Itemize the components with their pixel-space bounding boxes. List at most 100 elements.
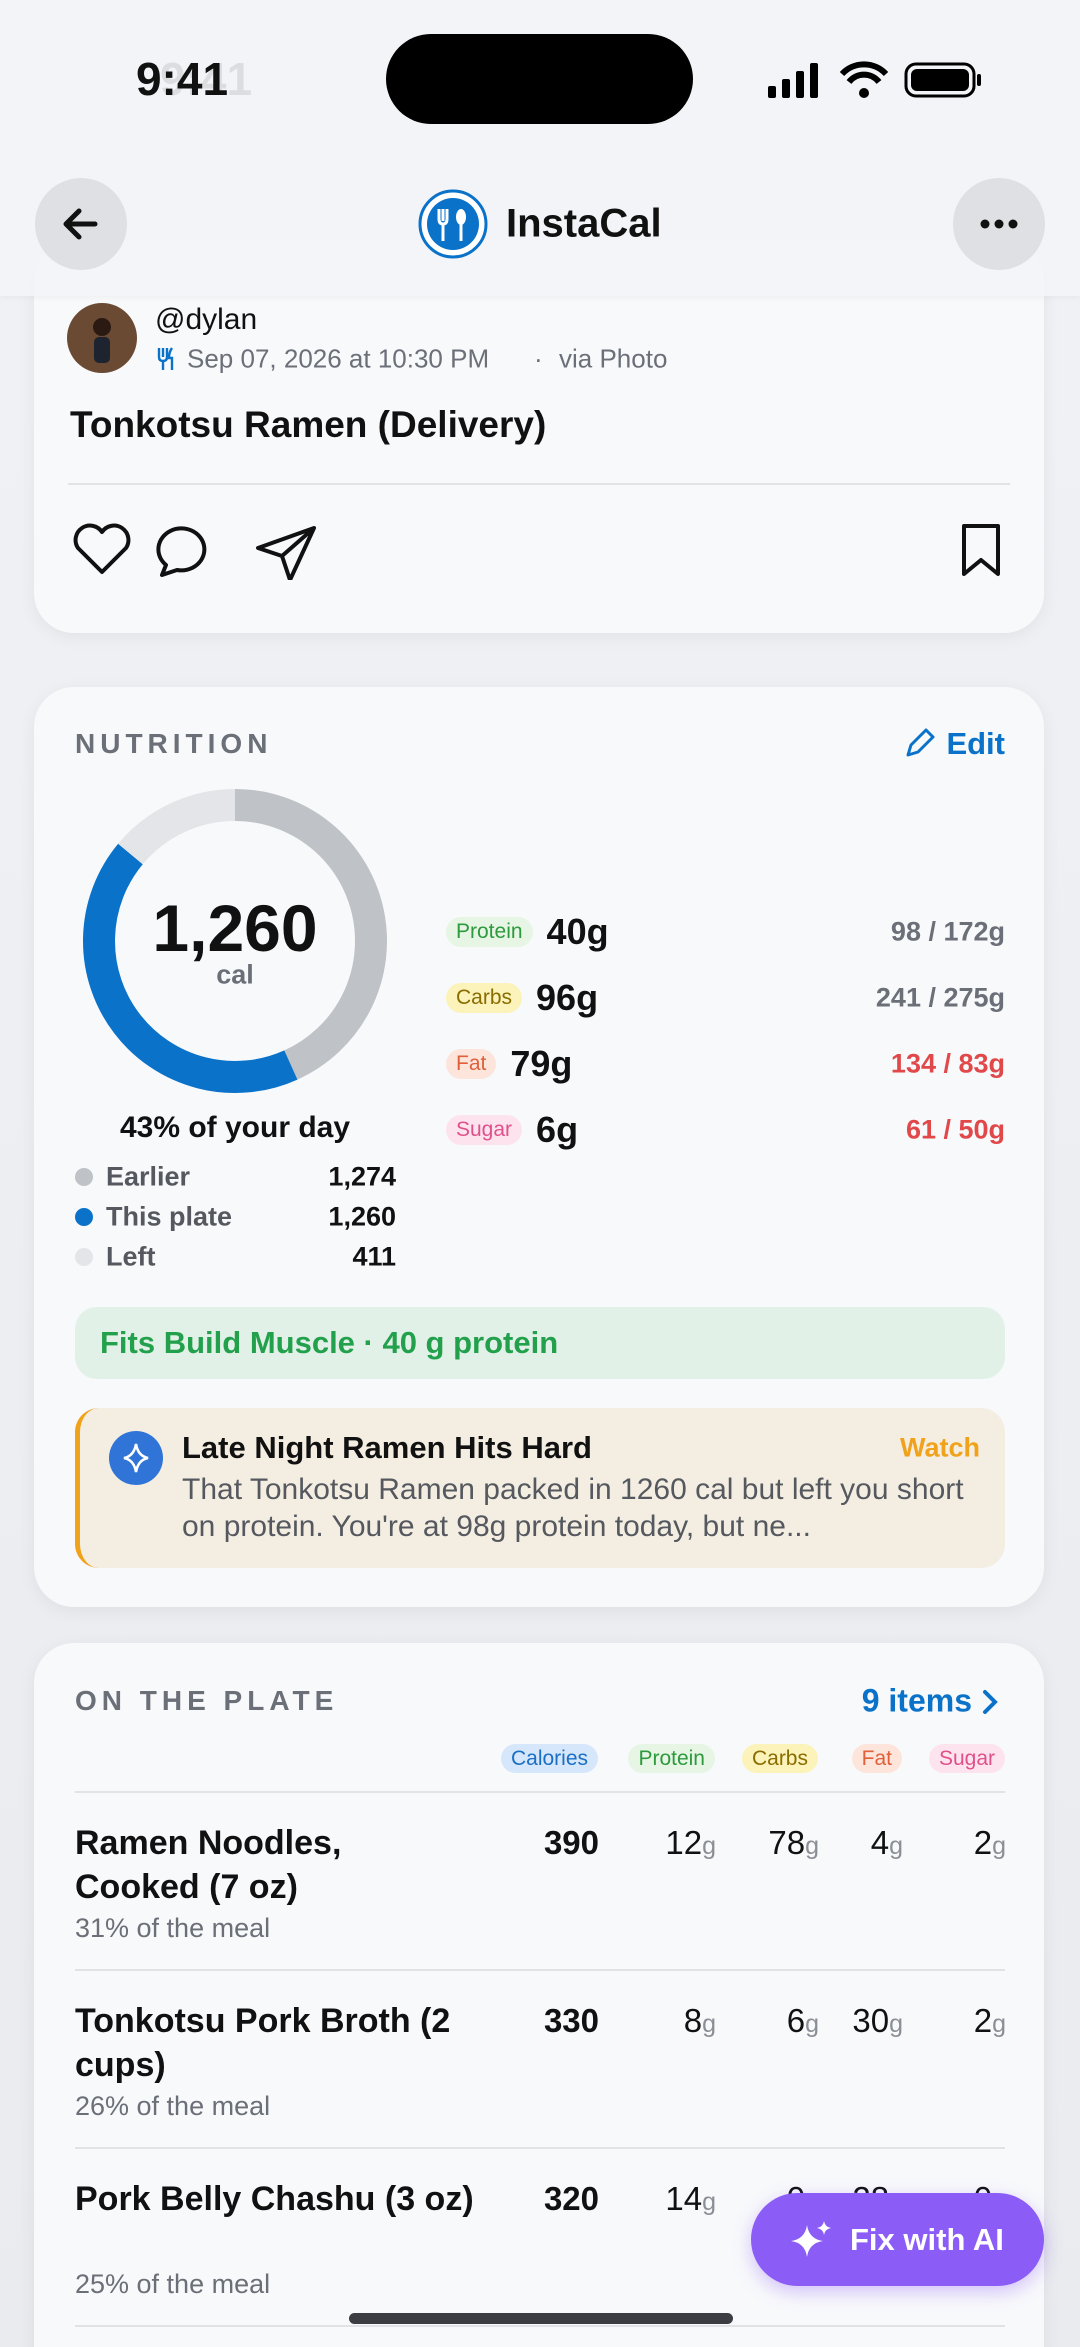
- item-value: 14g: [665, 2177, 716, 2224]
- meal-icon: [157, 347, 174, 370]
- post-title: Tonkotsu Ramen (Delivery): [70, 404, 547, 445]
- macro-progress: 61 / 50g: [905, 1114, 1005, 1145]
- item-share: 25% of the meal: [75, 2269, 271, 2299]
- insight-tag: Watch: [900, 1432, 980, 1463]
- insight-text: That Tonkotsu Ramen packed in 1260 cal b…: [182, 1473, 964, 1543]
- item-name: Tonkotsu Pork Broth (2 cups): [75, 2002, 451, 2084]
- divider: [75, 2325, 1005, 2327]
- macro-row: Fat 79g: [446, 1043, 572, 1085]
- value-number: 12: [665, 1824, 703, 1861]
- macro-row: Carbs 96g: [446, 977, 598, 1019]
- divider: [75, 1791, 1005, 1793]
- macro-progress: 241 / 275g: [875, 982, 1005, 1013]
- macro-amount: 96g: [536, 977, 599, 1018]
- items-link[interactable]: 9 items: [861, 1682, 972, 1719]
- back-button[interactable]: [35, 178, 127, 270]
- calorie-unit: cal: [216, 959, 254, 990]
- macro-amount: 6g: [536, 1109, 579, 1150]
- calorie-total: 1,260: [152, 891, 318, 965]
- like-button[interactable]: [73, 523, 131, 574]
- item-value: 12g: [665, 1821, 716, 1868]
- macro-pill: Sugar: [446, 1115, 523, 1145]
- value-number: 320: [543, 2180, 599, 2217]
- value-unit: g: [889, 1832, 903, 1860]
- post-date: Sep 07, 2026 at 10:30 PM: [187, 343, 490, 374]
- value-number: 330: [543, 2002, 599, 2039]
- app-logo: [418, 189, 488, 259]
- column-header: Sugar: [928, 1744, 1005, 1773]
- avatar[interactable]: [67, 303, 137, 373]
- macro-row: Protein 40g: [446, 911, 609, 953]
- separator: ·: [534, 343, 543, 374]
- dynamic-island: [386, 34, 693, 124]
- section-label: NUTRITION: [75, 728, 273, 759]
- fix-ai-label: Fix with AI: [850, 2222, 1004, 2257]
- macro-progress: 98 / 172g: [890, 916, 1005, 947]
- item-value: 320: [544, 2177, 599, 2221]
- column-pill: Fat: [851, 1744, 902, 1773]
- item-value: 2g: [974, 1821, 1006, 1868]
- insight-card[interactable]: Late Night Ramen Hits Hard Watch That To…: [75, 1408, 1005, 1568]
- status-icons: [768, 61, 981, 98]
- column-pill: Carbs: [741, 1744, 818, 1773]
- calorie-donut: [83, 789, 387, 1093]
- macro-progress: 134 / 83g: [890, 1048, 1005, 1079]
- insight-title: Late Night Ramen Hits Hard: [182, 1430, 592, 1465]
- edit-icon[interactable]: [902, 727, 936, 761]
- fix-ai-button[interactable]: Fix with AI: [751, 2193, 1044, 2286]
- value-number: 4: [870, 1824, 890, 1861]
- macro-pill: Fat: [446, 1049, 497, 1079]
- macro-amount: 79g: [510, 1043, 573, 1084]
- value-number: 2: [973, 1824, 993, 1861]
- value-number: 8: [683, 2002, 703, 2039]
- status-time: 9:41: [135, 53, 229, 105]
- insight-icon: [109, 1431, 163, 1485]
- home-indicator: [349, 2313, 733, 2324]
- macro-pill: Protein: [446, 917, 533, 947]
- value-unit: g: [889, 2010, 903, 2038]
- donut-segment: [83, 843, 298, 1093]
- column-pill: Sugar: [928, 1744, 1005, 1773]
- value-unit: g: [702, 1832, 716, 1860]
- bookmark-button[interactable]: [962, 524, 1000, 576]
- more-button[interactable]: [953, 178, 1045, 270]
- donut-segment: [118, 789, 236, 865]
- value-number: 14: [665, 2180, 703, 2217]
- item-value: 30g: [852, 1999, 903, 2046]
- value-number: 78: [768, 1824, 806, 1861]
- edit-button[interactable]: Edit: [946, 726, 1005, 761]
- item-value: 6g: [787, 1999, 819, 2046]
- item-value: 78g: [768, 1821, 819, 1868]
- chevron[interactable]: [975, 1687, 1005, 1717]
- section-label: ON THE PLATE: [75, 1685, 339, 1716]
- comment-button[interactable]: [156, 526, 207, 577]
- legend-dot: [75, 1248, 93, 1266]
- username[interactable]: @dylan: [155, 303, 258, 336]
- divider: [75, 1969, 1005, 1971]
- item-share: 26% of the meal: [75, 2091, 271, 2121]
- value-unit: g: [805, 1832, 819, 1860]
- legend-label: This plate: [106, 1201, 233, 1232]
- column-header: Carbs: [741, 1744, 818, 1773]
- column-pill: Calories: [500, 1744, 598, 1773]
- value-unit: g: [992, 2010, 1006, 2038]
- item-name: Pork Belly Chashu (3 oz): [75, 2180, 474, 2218]
- item-value: 330: [544, 1999, 599, 2043]
- app-title: InstaCal: [506, 201, 662, 246]
- share-button[interactable]: [256, 526, 316, 580]
- value-unit: g: [992, 1832, 1006, 1860]
- item-name: Ramen Noodles, Cooked (7 oz): [75, 1824, 342, 1906]
- value-unit: g: [702, 2010, 716, 2038]
- legend-dot: [75, 1208, 93, 1226]
- value-number: 390: [543, 1824, 599, 1861]
- value-number: 2: [973, 2002, 993, 2039]
- donut-segment: [234, 789, 387, 1080]
- value-number: 6: [786, 2002, 806, 2039]
- macro-amount: 40g: [546, 911, 609, 952]
- item-share: 31% of the meal: [75, 1913, 271, 1943]
- sparkle-icon: [791, 2221, 831, 2257]
- legend-value: 411: [352, 1241, 396, 1272]
- top-bar: 9:41 InstaCal: [0, 0, 1080, 296]
- column-header: Calories: [500, 1744, 598, 1773]
